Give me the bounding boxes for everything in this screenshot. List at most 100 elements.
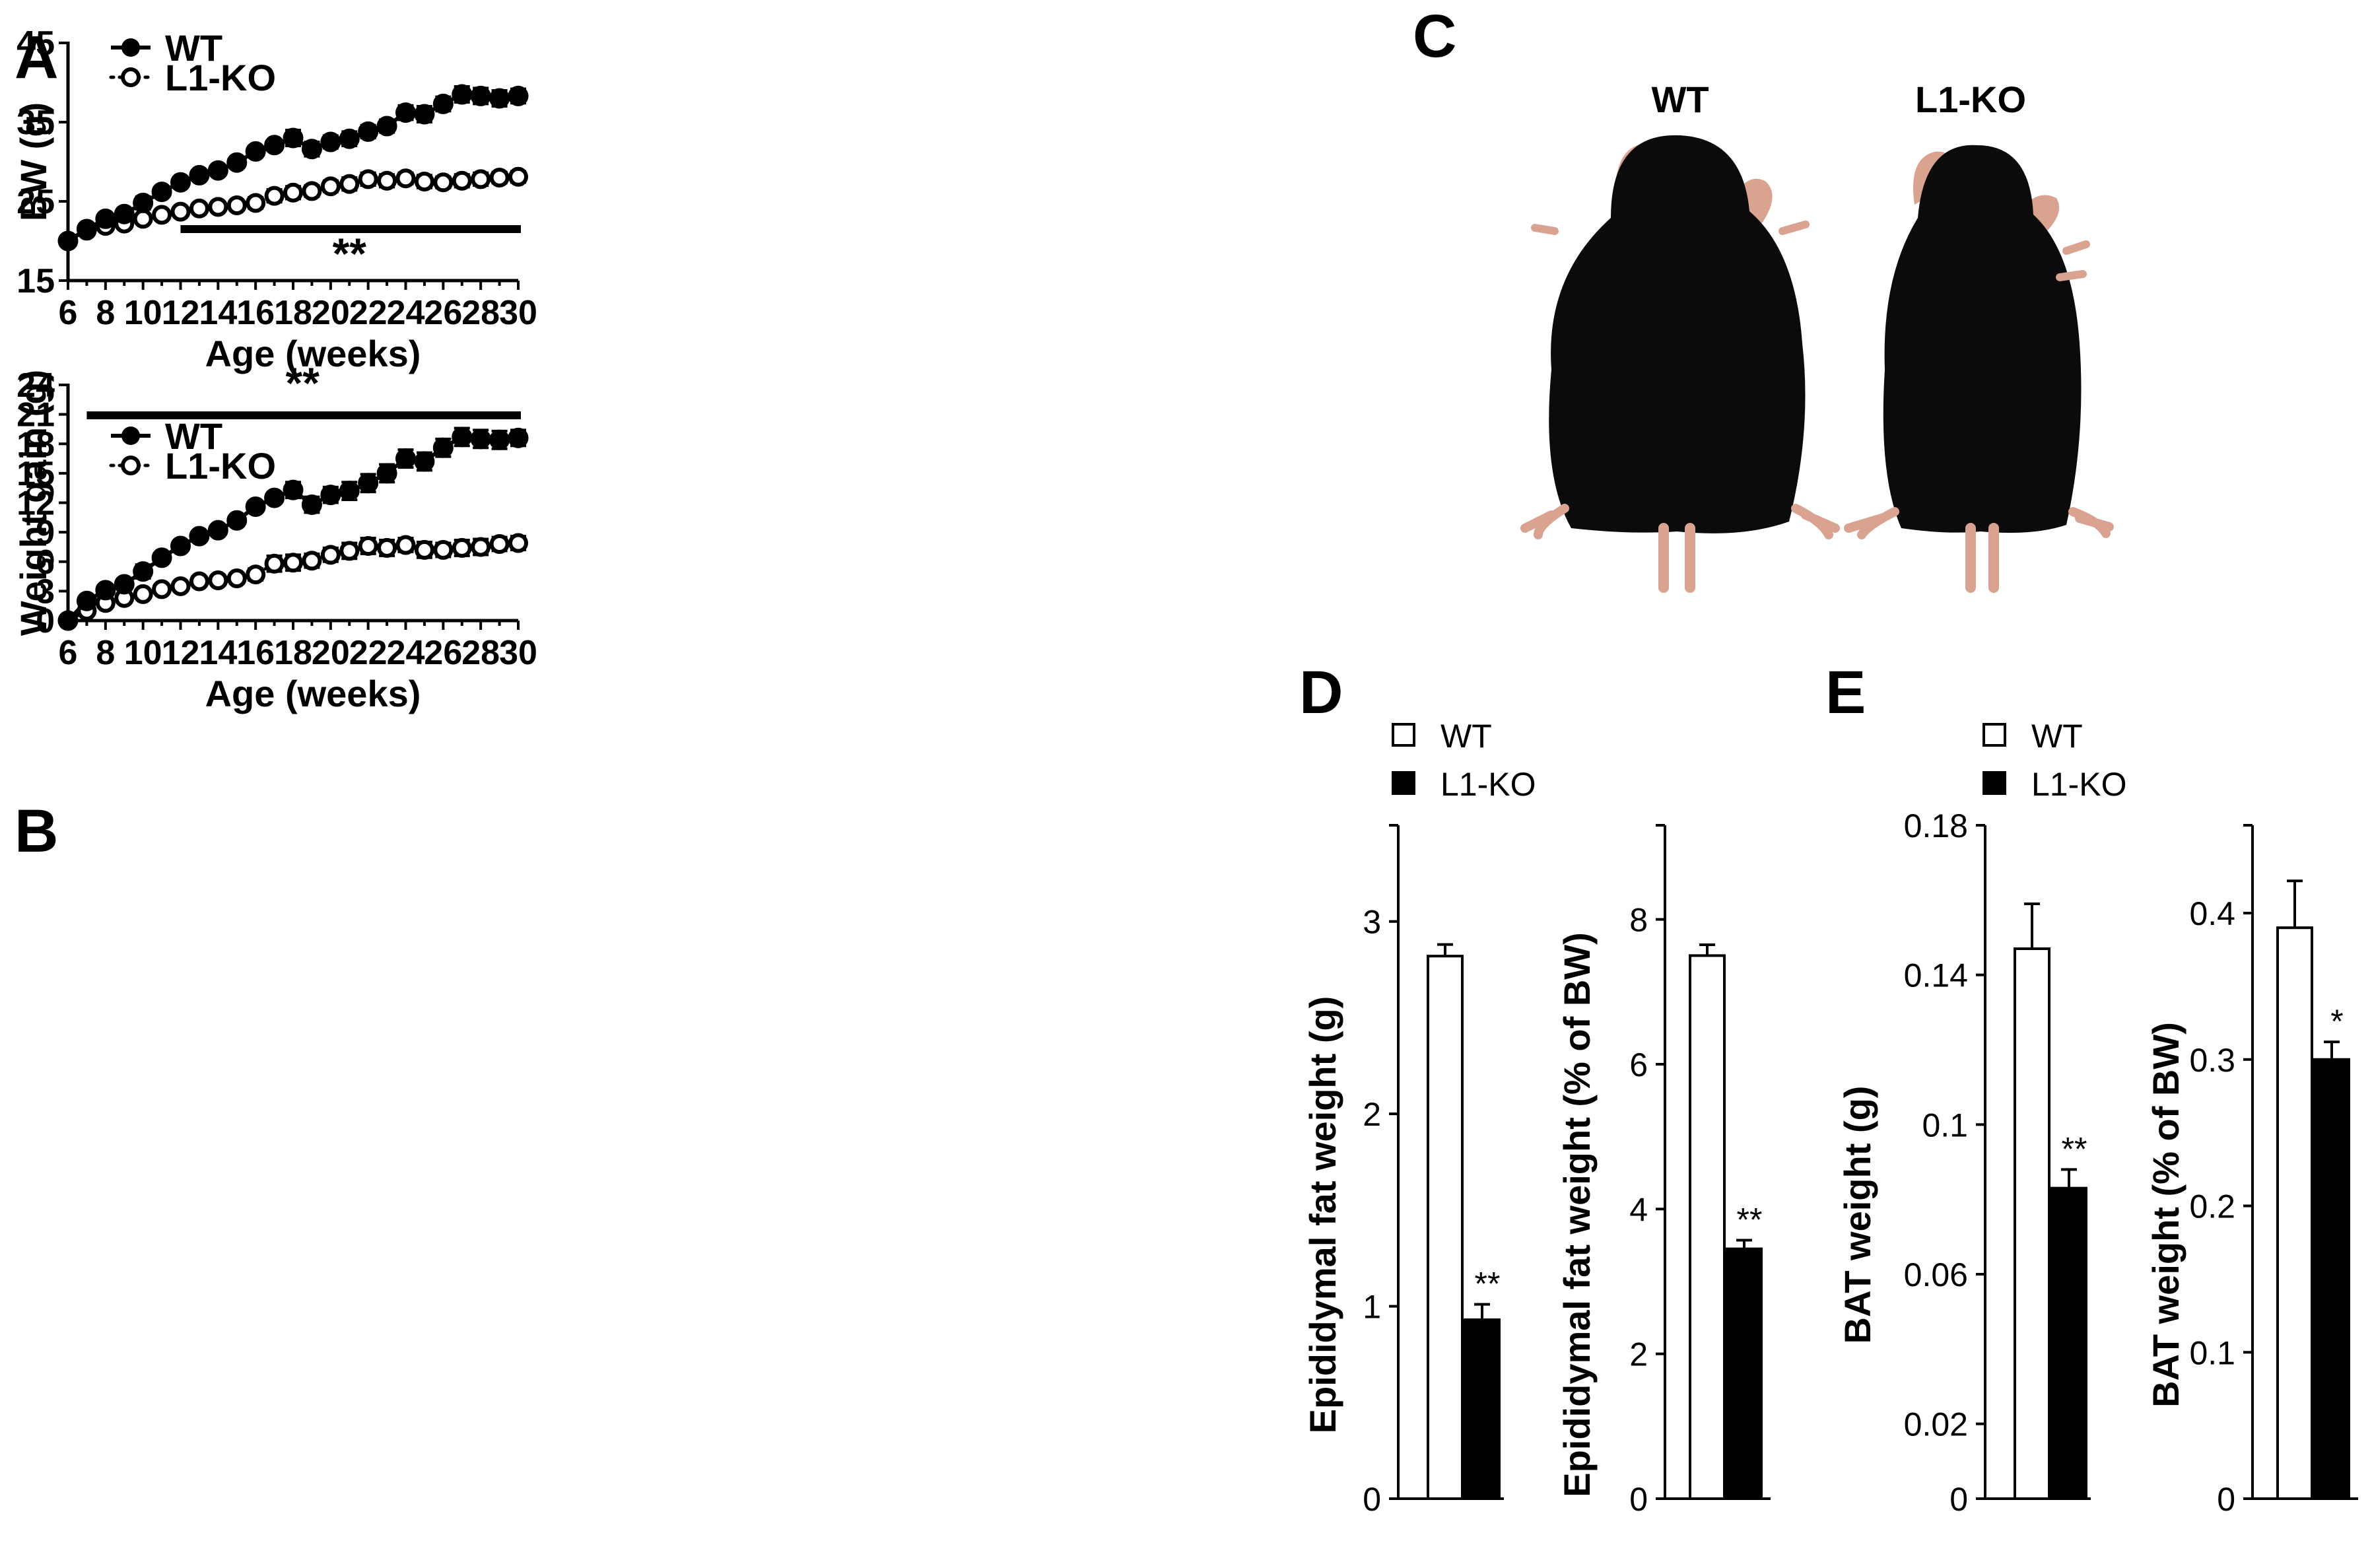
chart-a-legend-l1ko-marker [121, 67, 141, 87]
chart-a-x-tick-label: 14 [199, 294, 237, 332]
chart-b-legend-l1ko-marker [121, 456, 141, 475]
chart-d2-y-tick-label: 8 [1629, 902, 1648, 939]
chart-a-x-tick-label: 18 [274, 294, 312, 332]
chart-a-series-l1ko-point [377, 170, 397, 191]
chart-b-series-l1ko-point [264, 553, 285, 574]
chart-a-series-wt-point [95, 208, 116, 229]
chart-a-series-wt-point [301, 139, 322, 160]
legend-d-l1ko-swatch [1392, 771, 1415, 795]
chart-a-series-wt-point [414, 104, 435, 125]
mouse-wt-hind-feet [1520, 504, 1840, 539]
chart-b-series-wt-point [395, 448, 416, 469]
chart-a-series-wt-point [264, 135, 285, 156]
chart-b-series-wt-point [245, 496, 266, 517]
chart-a-y-axis-title: BW (g) [13, 102, 54, 221]
chart-a-series-l1ko-point [395, 168, 416, 189]
chart-a-series-wt-point [189, 164, 210, 186]
chart-d1-bar-l1ko-significance-label: ** [1475, 1266, 1501, 1303]
chart-a-series-wt-point [395, 102, 416, 123]
legend-e-wt-swatch [1982, 723, 2006, 747]
chart-b-series-wt-point [320, 485, 341, 506]
chart-b-series-l1ko-point [133, 584, 153, 604]
chart-a-x-tick-label: 12 [162, 294, 200, 332]
panel-label-d: D [1299, 659, 1343, 726]
chart-a-significance-label: ** [333, 229, 367, 278]
chart-a-series-wt-point [133, 192, 154, 213]
chart-a-x-axis-title: Age (weeks) [205, 333, 421, 374]
chart-a-series-wt-point [245, 141, 266, 162]
chart-a-series-l1ko-point [489, 168, 510, 187]
chart-b-series-wt-point [301, 494, 322, 515]
panel-label-b: B [15, 798, 58, 865]
chart-b-series-l1ko-point [152, 579, 172, 599]
mouse-l1ko-fore-feet [2056, 240, 2090, 281]
chart-a-y-tick-label: 45 [17, 24, 55, 63]
chart-a-series-l1ko-point [358, 169, 378, 189]
mouse-l1ko-body [1883, 145, 2082, 533]
chart-b-series-l1ko-point [489, 533, 510, 554]
chart-b-series-l1ko-point [189, 571, 209, 592]
chart-e2-bar-wt [2276, 926, 2313, 1500]
chart-d2-y-tick-label: 2 [1629, 1336, 1648, 1373]
chart-b-series-l1ko-point [414, 539, 434, 560]
chart-b-series-wt-point [339, 481, 360, 502]
chart-d1-y-tick-label: 0 [1363, 1481, 1381, 1518]
chart-b-y-axis-title: Weight gain (g) [13, 370, 54, 636]
chart-a-series-l1ko-point [471, 169, 491, 189]
chart-a-series-l1ko-point [246, 193, 266, 213]
chart-a-legend-l1ko-label: L1-KO [165, 57, 276, 98]
chart-a-legend-wt-label: WT [165, 27, 222, 69]
chart-b-x-tick-label: 30 [499, 634, 537, 672]
panel-label-e: E [1825, 659, 1866, 726]
chart-b-series-wt-point [133, 561, 154, 582]
chart-d1-bar-wt [1427, 955, 1464, 1500]
chart-b-x-tick-label: 16 [236, 634, 275, 672]
chart-b-series-l1ko-point [320, 545, 341, 565]
chart-d2-bar-l1ko-significance-label: ** [1737, 1201, 1763, 1238]
chart-d2-y-tick-label: 6 [1629, 1046, 1648, 1083]
chart-b-series-l1ko-point [508, 533, 528, 553]
mouse-l1ko-hind-feet [1844, 507, 2114, 539]
photo-label-wt: WT [1651, 79, 1709, 120]
chart-e2-y-tick-label: 0.1 [2189, 1334, 2235, 1371]
chart-a-series-l1ko-point [320, 176, 341, 197]
chart-b-x-tick-label: 14 [199, 634, 237, 672]
chart-a-y-tick-label: 35 [17, 104, 55, 142]
chart-b-x-tick-label: 22 [349, 634, 388, 672]
chart-a-series-l1ko-point [283, 182, 303, 203]
chart-d2-bar-wt [1689, 954, 1726, 1500]
chart-b-y-tick-label: 18 [17, 425, 55, 463]
chart-a-series-wt-point [57, 230, 79, 252]
chart-b-x-tick-label: 26 [424, 634, 462, 672]
chart-a-x-tick-label: 10 [124, 294, 162, 332]
chart-d1-bar-l1ko [1464, 1318, 1501, 1500]
chart-d1-y-tick-label: 1 [1363, 1289, 1381, 1326]
chart-b-series-wt-point [508, 427, 529, 448]
legend-d: WT L1-KO [1392, 718, 1536, 803]
chart-e2-bat-pct: 0 0.1 0.2 0.3 0.4 BAT weight (% of BW) * [2145, 824, 2358, 1518]
chart-e1-y-axis-title: BAT weight (g) [1837, 1086, 1878, 1344]
chart-a-series-wt-point [76, 219, 97, 240]
chart-e2-y-tick-label: 0.4 [2189, 895, 2235, 932]
chart-b-x-tick-label: 8 [96, 634, 115, 672]
chart-e1-y-tick-label: 0.1 [1922, 1107, 1968, 1143]
legend-e-l1ko-label: L1-KO [2031, 766, 2127, 803]
chart-a-series-l1ko-point [452, 170, 472, 191]
chart-e2-y-tick-label: 0.3 [2189, 1042, 2235, 1079]
chart-d2-y-tick-label: 0 [1629, 1481, 1648, 1518]
chart-a-series-l1ko-point [433, 172, 454, 193]
chart-b-series-wt-point [76, 590, 97, 611]
photo-label-l1ko: L1-KO [1915, 79, 2026, 120]
legend-d-l1ko-label: L1-KO [1440, 766, 1536, 803]
chart-a-x-tick-label: 20 [312, 294, 350, 332]
chart-a-series-wt-point [339, 128, 360, 149]
chart-e2-bar-l1ko-significance-label: * [2330, 1003, 2343, 1040]
chart-a-series-wt-point [489, 88, 510, 109]
chart-a-series-wt-point [207, 160, 228, 181]
chart-e2-y-axis-title: BAT weight (% of BW) [2145, 1022, 2186, 1408]
mouse-wt-fore-feet [1531, 221, 1810, 235]
chart-b-series-wt-point [189, 526, 210, 547]
chart-b-series-l1ko-point [283, 553, 303, 573]
chart-a-series-wt-point [320, 131, 341, 153]
mouse-wt-body [1549, 135, 1806, 533]
